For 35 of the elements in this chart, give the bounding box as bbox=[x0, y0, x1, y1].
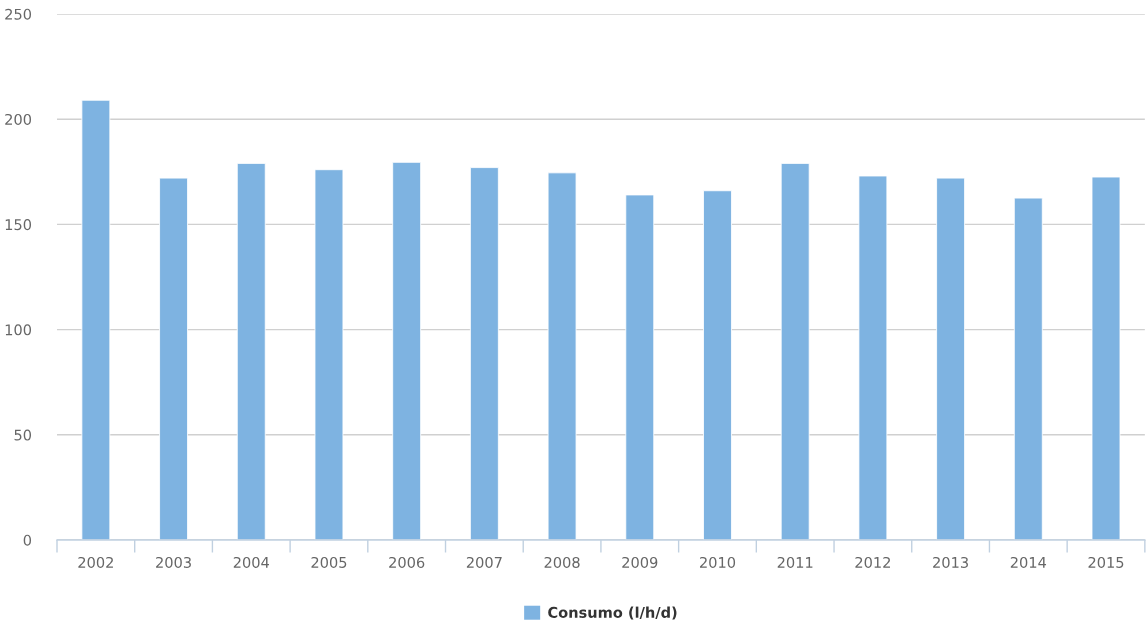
x-tick-label: 2007 bbox=[466, 556, 502, 568]
x-tick-label: 2003 bbox=[156, 556, 191, 568]
y-tick-label: 250 bbox=[5, 8, 32, 20]
y-tick-label: 200 bbox=[5, 113, 32, 125]
y-tick-label: 50 bbox=[14, 429, 32, 441]
x-tick-label: 2011 bbox=[777, 556, 813, 568]
bar bbox=[625, 194, 655, 540]
bar bbox=[392, 161, 422, 540]
x-tick-label: 2010 bbox=[699, 556, 736, 568]
bar bbox=[547, 172, 577, 540]
bar bbox=[858, 175, 888, 540]
x-tick-label: 2002 bbox=[78, 556, 113, 568]
y-tick-label: 150 bbox=[5, 219, 32, 231]
bar bbox=[936, 177, 965, 540]
x-tick-label: 2006 bbox=[389, 556, 425, 568]
bar bbox=[314, 169, 344, 540]
x-tick-label: 2009 bbox=[622, 556, 658, 568]
x-tick-label: 2014 bbox=[1010, 556, 1047, 568]
x-tick-label: 2015 bbox=[1088, 556, 1124, 568]
x-tick-label: 2012 bbox=[855, 556, 890, 568]
x-tick-label: 2013 bbox=[933, 556, 968, 568]
x-tick-label: 2004 bbox=[233, 556, 269, 568]
bar bbox=[81, 99, 111, 540]
bar bbox=[469, 167, 499, 540]
bar bbox=[1091, 176, 1121, 540]
bar bbox=[1013, 197, 1043, 540]
bar bbox=[703, 190, 732, 540]
bar bbox=[780, 162, 810, 540]
y-tick-label: 100 bbox=[5, 324, 32, 336]
bar bbox=[236, 162, 266, 540]
bar bbox=[159, 177, 188, 540]
y-tick-label: 0 bbox=[23, 534, 32, 546]
x-tick-label: 2008 bbox=[544, 556, 580, 568]
x-tick-label: 2005 bbox=[311, 556, 347, 568]
legend-label: Consumo (l/h/d) bbox=[548, 606, 677, 620]
